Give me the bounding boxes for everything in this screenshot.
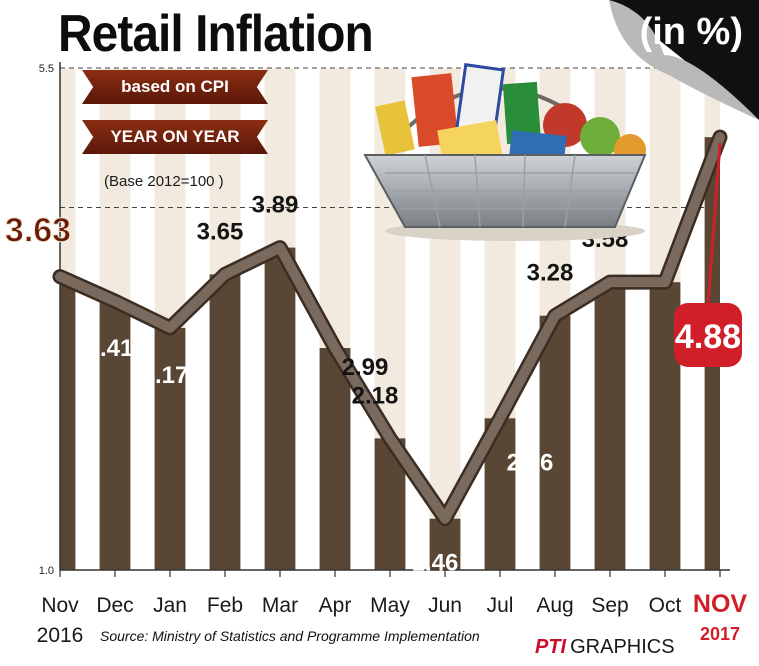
data-label: 3.65 [197,218,244,245]
x-tick-label: Jul [487,594,514,617]
x-year-label: 2016 [37,624,84,647]
x-tick-label: Apr [319,594,352,617]
column-bar [209,274,241,570]
column-bar [60,276,76,570]
x-tick-label: Jun [428,594,462,617]
column-bar [264,247,296,571]
x-tick-label: Feb [207,594,243,617]
x-tick-label: Sep [591,594,628,617]
column-bar [154,327,186,570]
brand-suffix: GRAPHICS [570,636,675,658]
ribbon-cpi: based on CPI [82,70,268,104]
series-line [55,132,725,524]
callout-stem [706,143,722,306]
x-tick-label: Jan [153,594,187,617]
x-tick-label: Nov [41,594,79,617]
x-tick-label: May [370,594,410,617]
source-note: Source: Ministry of Statistics and Progr… [100,628,480,644]
brand-prefix: PTI [535,636,567,658]
x-tick-label: Oct [649,594,682,617]
unit-label: (in %) [639,11,743,53]
x-year-label: 2017 [700,624,740,644]
column-bar [594,282,626,570]
y-tick-label: 1.0 [39,565,54,577]
highlight-label: 3.63 [5,212,71,250]
data-label: 3.28 [527,260,574,287]
x-tick-label: Mar [262,594,298,617]
data-label: 3.17 [142,362,189,389]
column-band [60,68,76,277]
base-note: (Base 2012=100 ) [104,173,224,190]
brand-logo: PTI GRAPHICS [535,636,675,659]
grocery-basket-icon [363,63,647,241]
column-band [99,68,131,302]
column-band [319,68,351,349]
column-band [154,68,186,328]
column-band [264,68,296,248]
chart-title: Retail Inflation [58,5,374,63]
data-label: 1.46 [412,550,459,577]
column-bar [99,301,131,570]
column-bar [539,315,571,570]
column-bar [319,348,351,570]
column-bar [429,518,461,570]
data-label: 3.41 [87,335,134,362]
highlight-badge [674,303,742,367]
data-label: 4.88 [675,318,741,356]
page-curl-icon [609,0,759,120]
data-label: 2.99 [342,354,389,381]
x-tick-label: Aug [536,594,573,617]
ribbon-yoy: YEAR ON YEAR [82,120,268,154]
data-label: 2.36 [507,449,554,476]
data-label: 3.89 [252,192,299,219]
y-tick-label: 5.5 [39,63,54,75]
x-tick-label: Dec [96,594,133,617]
data-label: 2.18 [352,382,399,409]
x-tick-label: NOV [693,590,748,618]
